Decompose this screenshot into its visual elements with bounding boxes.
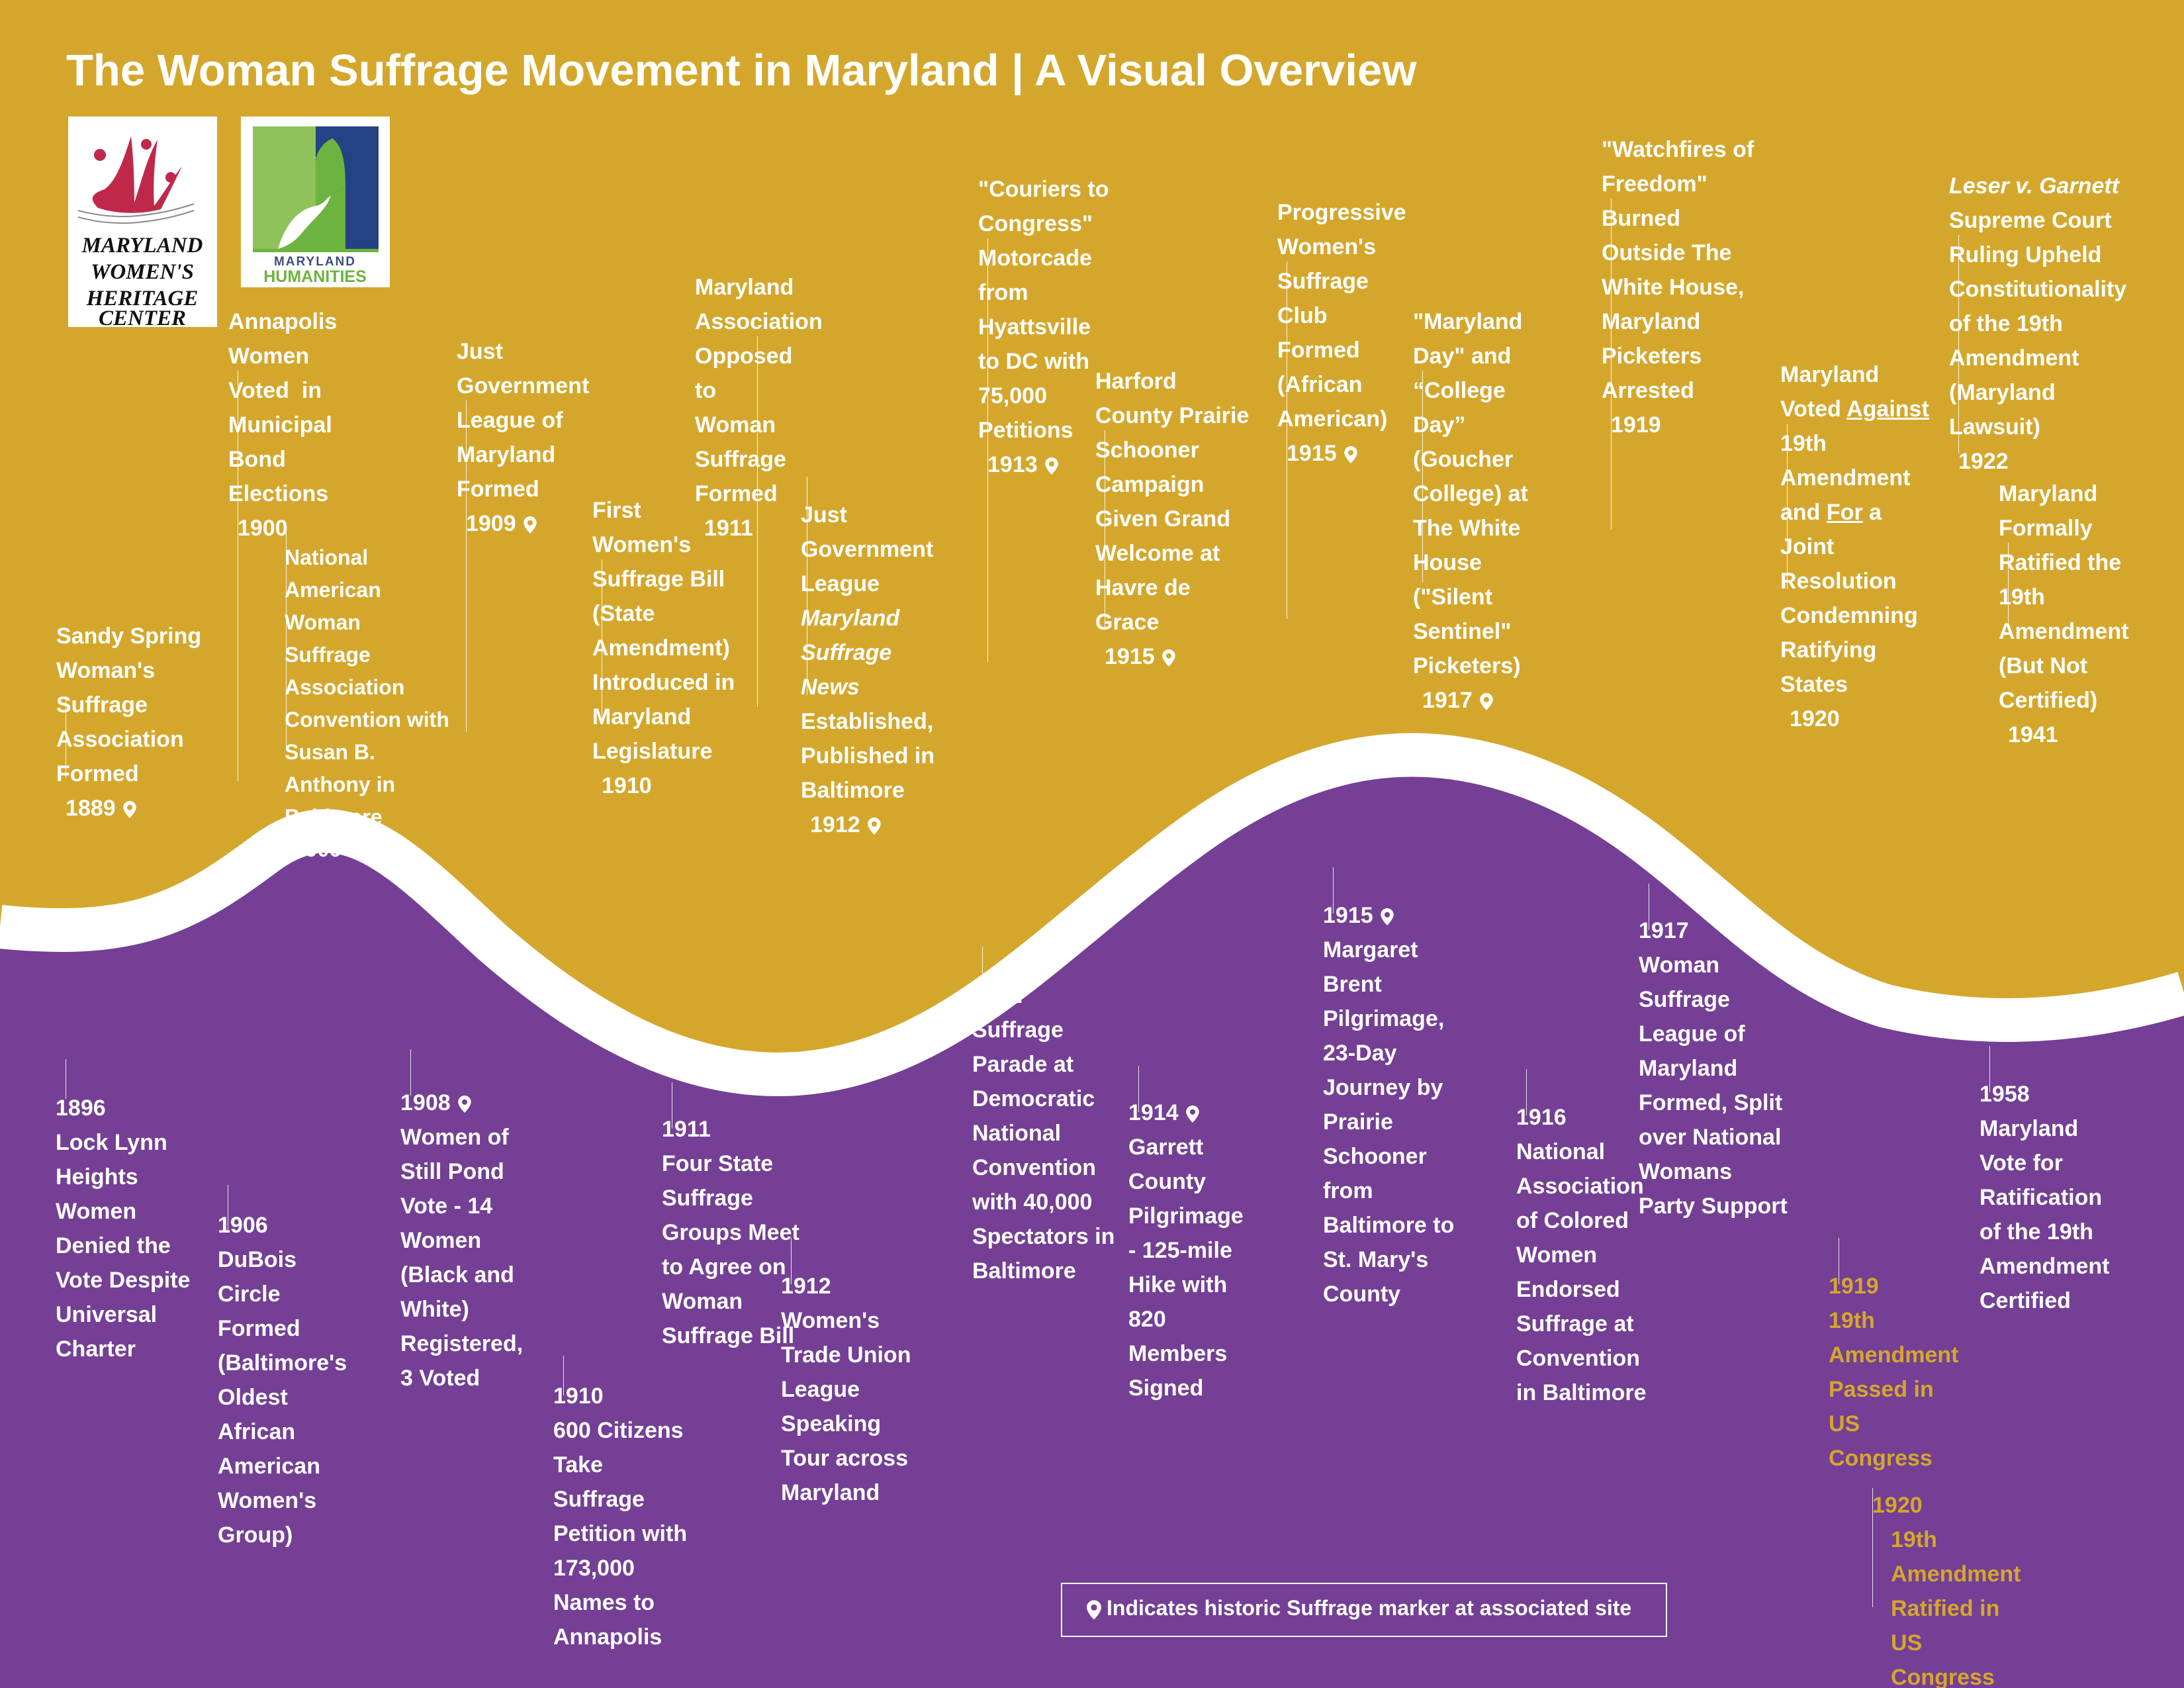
svg-text:HUMANITIES: HUMANITIES — [263, 267, 367, 286]
svg-text:MARYLAND: MARYLAND — [81, 234, 203, 258]
svg-text:CENTER: CENTER — [99, 306, 186, 327]
svg-text:WOMEN'S: WOMEN'S — [91, 260, 194, 284]
svg-text:MARYLAND: MARYLAND — [274, 255, 356, 269]
